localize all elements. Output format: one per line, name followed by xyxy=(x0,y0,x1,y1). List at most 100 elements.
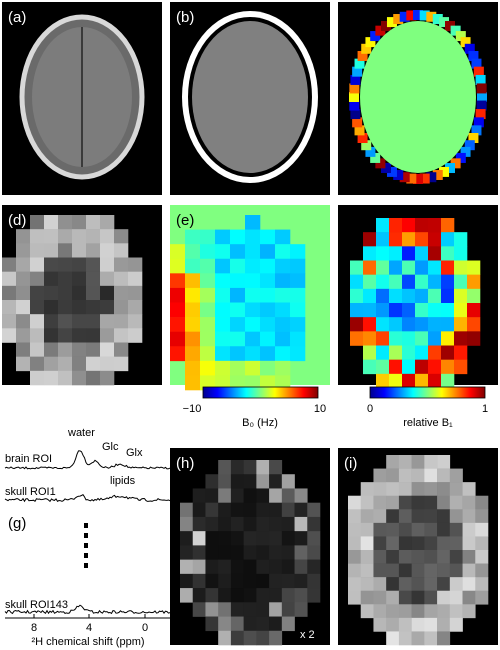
pixel xyxy=(230,346,246,362)
pixel xyxy=(467,288,481,304)
pixel xyxy=(294,573,308,589)
pixel xyxy=(294,531,308,546)
pixel xyxy=(307,545,321,560)
roi-segment xyxy=(460,146,471,157)
pixel xyxy=(128,257,143,272)
pixel xyxy=(230,258,246,274)
pixel xyxy=(428,274,442,290)
roi-segment xyxy=(432,169,443,180)
pixel xyxy=(30,342,45,357)
roi-segment xyxy=(365,146,376,157)
pixel xyxy=(428,373,442,389)
pixel xyxy=(245,229,261,245)
pixel xyxy=(402,274,416,290)
pixel xyxy=(441,345,455,360)
panel-label: (b) xyxy=(176,9,194,26)
pixel xyxy=(348,577,362,592)
roi-segment xyxy=(419,173,430,184)
roi-segment xyxy=(450,158,461,169)
pixel xyxy=(389,317,403,332)
pixel xyxy=(230,474,244,489)
pixel xyxy=(275,273,291,289)
pixel xyxy=(205,616,219,632)
pixel xyxy=(100,271,115,287)
pixel xyxy=(454,288,468,304)
pixel xyxy=(16,271,31,287)
colorbar-min: −10 xyxy=(183,403,202,415)
pixel xyxy=(411,604,425,619)
pixel xyxy=(230,273,246,289)
pixel xyxy=(386,455,400,469)
pixel xyxy=(454,359,468,375)
brain-mask xyxy=(192,21,308,173)
pixel xyxy=(389,260,403,275)
pixel xyxy=(386,468,400,483)
pixel xyxy=(386,482,400,497)
pixel xyxy=(192,516,206,532)
pixel xyxy=(363,303,377,318)
pixel xyxy=(128,314,143,329)
pixel xyxy=(307,573,321,589)
pixel xyxy=(467,317,481,332)
pixel xyxy=(398,482,412,497)
pixel xyxy=(428,317,442,332)
pixel xyxy=(363,317,377,332)
pixel xyxy=(415,232,429,247)
pixel xyxy=(389,345,403,360)
ellipsis-dots xyxy=(84,523,88,568)
pixel xyxy=(205,559,219,575)
pixel xyxy=(281,602,295,617)
pixel xyxy=(307,516,321,532)
pixel xyxy=(86,257,101,272)
scale-note: x 2 xyxy=(300,629,315,641)
pixel xyxy=(100,229,115,244)
pixel xyxy=(230,573,244,589)
pixel xyxy=(424,522,438,537)
pixel xyxy=(192,531,206,546)
pixel xyxy=(245,244,261,260)
pixel xyxy=(360,577,374,592)
pixel xyxy=(72,257,87,272)
pixel xyxy=(437,495,451,510)
pixel xyxy=(100,370,115,386)
roi-segment xyxy=(349,92,359,102)
pixel xyxy=(281,502,295,518)
pixel xyxy=(256,460,270,475)
pixel xyxy=(437,617,451,632)
roi-segment xyxy=(473,117,484,128)
pixel xyxy=(243,630,257,646)
pixel xyxy=(428,288,442,304)
pixel xyxy=(58,356,73,372)
pixel xyxy=(44,229,59,244)
pixel xyxy=(449,604,463,619)
pixel xyxy=(192,573,206,589)
pixel xyxy=(373,563,387,578)
pixel xyxy=(192,502,206,518)
pixel xyxy=(441,373,455,389)
pixel xyxy=(415,373,429,389)
pixel xyxy=(245,375,261,391)
pixel xyxy=(281,588,295,603)
pixel xyxy=(58,342,73,357)
pixel xyxy=(185,317,201,332)
pixel xyxy=(363,288,377,304)
pixel xyxy=(16,285,31,301)
pixel xyxy=(348,563,362,578)
pixel xyxy=(441,274,455,290)
pixel xyxy=(424,482,438,497)
pixel xyxy=(398,577,412,592)
pixel xyxy=(215,244,231,260)
pixel xyxy=(424,563,438,578)
pixel xyxy=(230,375,246,391)
pixel xyxy=(86,271,101,287)
pixel xyxy=(114,229,129,244)
pixel xyxy=(256,559,270,575)
roi-segment xyxy=(354,125,365,136)
pixel xyxy=(44,243,59,258)
roi-segment xyxy=(375,25,386,36)
pixel xyxy=(449,468,463,483)
pixel xyxy=(256,616,270,632)
pixel xyxy=(16,257,31,272)
pixel xyxy=(475,577,489,592)
pixel xyxy=(128,271,143,287)
